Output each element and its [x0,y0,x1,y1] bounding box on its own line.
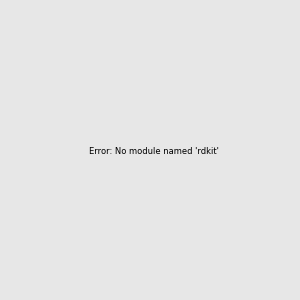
Text: Error: No module named 'rdkit': Error: No module named 'rdkit' [89,147,219,156]
